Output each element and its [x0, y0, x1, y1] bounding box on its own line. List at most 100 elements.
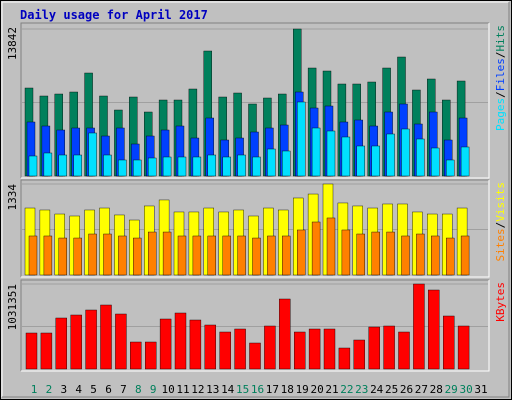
bar — [189, 319, 202, 370]
bar — [308, 328, 321, 370]
bar — [147, 231, 157, 276]
x-tick-label: 25 — [385, 383, 398, 396]
bar — [428, 289, 440, 370]
legend-entry: Hits — [494, 25, 507, 52]
bar — [177, 235, 187, 276]
bar — [73, 237, 82, 276]
bar — [416, 138, 425, 177]
bar — [252, 156, 261, 177]
x-tick-label: 13 — [206, 383, 219, 396]
bar — [162, 231, 172, 276]
bar — [338, 347, 351, 370]
bar — [192, 156, 202, 177]
panel-highlight — [21, 280, 490, 372]
bar — [446, 237, 455, 276]
bar — [460, 235, 470, 276]
bar — [297, 229, 306, 276]
legend: KBytes — [494, 282, 507, 322]
bar — [356, 233, 365, 276]
panel-shadow — [20, 22, 489, 178]
bar — [267, 148, 276, 177]
x-tick-label: 14 — [221, 383, 235, 396]
bar — [43, 152, 53, 177]
panel-shadow — [20, 179, 489, 277]
x-tick-label: 22 — [340, 383, 353, 396]
x-tick-label: 29 — [445, 383, 458, 396]
bar — [88, 233, 97, 276]
bar — [159, 318, 172, 370]
bar — [58, 237, 67, 276]
bar — [55, 317, 67, 370]
legend: Sites/Visits — [494, 182, 507, 262]
x-tick-label: 5 — [90, 383, 97, 396]
bar — [118, 159, 127, 177]
x-tick-label: 1 — [31, 383, 38, 396]
bar — [282, 235, 291, 276]
bar — [133, 237, 142, 276]
bar — [100, 304, 112, 370]
bar — [40, 332, 53, 370]
y-tick-label: 1031351 — [6, 284, 19, 330]
bar — [443, 315, 455, 370]
bar — [237, 154, 246, 177]
bar — [416, 233, 425, 276]
bar — [43, 235, 53, 276]
bar — [323, 328, 336, 370]
legend-separator: / — [494, 52, 507, 59]
y-tick-label: 1334 — [6, 184, 19, 211]
x-tick-label: 20 — [310, 383, 323, 396]
bar — [353, 339, 365, 370]
x-tick-label: 19 — [296, 383, 309, 396]
bar — [368, 326, 380, 370]
x-tick-label: 23 — [355, 383, 368, 396]
bar — [398, 331, 410, 370]
bar — [446, 159, 455, 177]
x-tick-label: 4 — [75, 383, 82, 396]
bar — [133, 159, 142, 177]
bar — [341, 229, 351, 276]
bar — [144, 341, 157, 370]
x-tick-label: 28 — [430, 383, 443, 396]
bar — [356, 145, 365, 177]
bar — [25, 332, 38, 370]
bar — [311, 221, 321, 276]
x-tick-label: 6 — [105, 383, 112, 396]
bar — [267, 235, 276, 276]
x-tick-label: 30 — [459, 383, 472, 396]
x-tick-label: 17 — [266, 383, 279, 396]
bar — [177, 156, 187, 177]
y-tick-label: 13842 — [6, 27, 19, 60]
x-tick-label: 10 — [161, 383, 174, 396]
x-tick-label: 18 — [281, 383, 294, 396]
x-tick-label: 24 — [370, 383, 384, 396]
bar — [401, 128, 410, 177]
bar — [311, 127, 321, 177]
legend: Pages/Files/Hits — [494, 25, 507, 131]
x-tick-label: 31 — [474, 383, 487, 396]
x-tick-label: 9 — [150, 383, 157, 396]
bar — [147, 157, 157, 177]
bar — [282, 150, 291, 177]
bar — [207, 154, 217, 177]
bar — [386, 133, 395, 177]
bar — [297, 101, 306, 177]
x-tick-label: 11 — [176, 383, 189, 396]
legend-entry: Pages — [494, 98, 507, 131]
panel-shadow — [20, 279, 489, 371]
legend-separator: / — [494, 91, 507, 98]
bar — [192, 235, 202, 276]
x-tick-label: 7 — [120, 383, 127, 396]
bar — [204, 324, 217, 370]
chart-title: Daily usage for April 2017 — [20, 8, 208, 22]
legend-entry: KBytes — [494, 282, 507, 322]
bar — [371, 145, 380, 177]
x-tick-label: 12 — [191, 383, 204, 396]
bar — [85, 309, 97, 370]
bar — [73, 154, 82, 177]
bar — [326, 217, 336, 276]
bar — [207, 235, 217, 276]
bar — [58, 154, 67, 177]
bar — [294, 331, 306, 370]
